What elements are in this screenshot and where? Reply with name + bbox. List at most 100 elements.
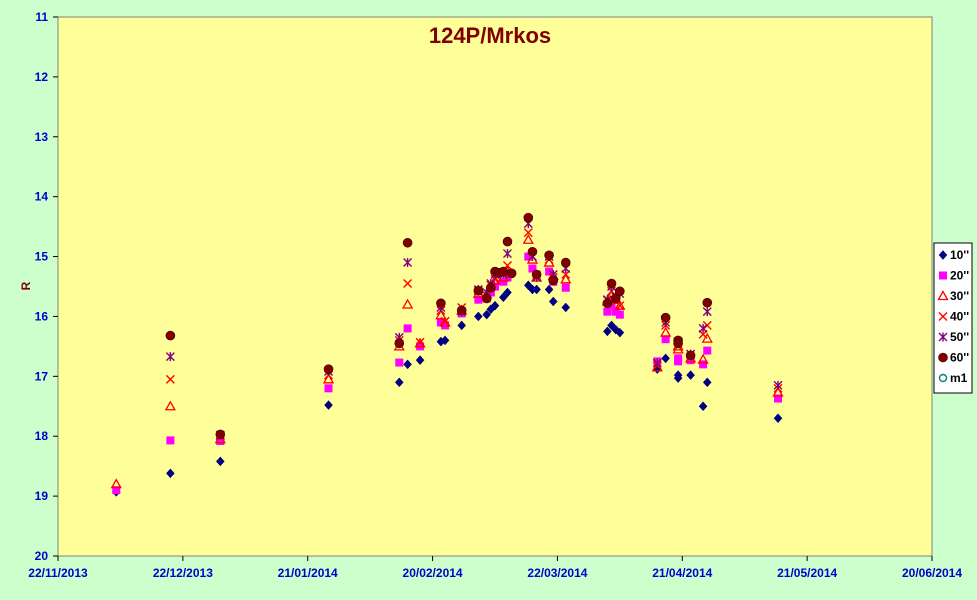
data-point	[215, 456, 225, 467]
y-tick-label: 13	[35, 130, 49, 144]
data-point	[610, 293, 621, 304]
data-point	[440, 316, 450, 326]
data-point	[545, 267, 554, 276]
data-point	[531, 269, 542, 280]
data-point	[660, 312, 671, 323]
data-point	[403, 359, 412, 370]
data-point	[490, 300, 500, 311]
data-point	[166, 436, 175, 445]
data-point	[322, 373, 335, 384]
data-point	[673, 373, 683, 384]
data-point	[702, 320, 712, 330]
data-point	[324, 384, 333, 393]
data-point	[498, 292, 508, 303]
data-point	[560, 273, 572, 284]
data-point	[560, 257, 571, 268]
data-point	[652, 358, 662, 368]
data-point	[474, 295, 483, 304]
legend-marker	[938, 250, 948, 260]
data-point	[457, 320, 467, 331]
data-point	[673, 338, 683, 349]
x-tick-label: 21/05/2014	[777, 566, 837, 580]
x-tick-label: 20/06/2014	[902, 566, 962, 580]
data-point	[415, 355, 425, 366]
legend-box	[933, 242, 973, 394]
data-point	[561, 283, 570, 292]
data-point	[506, 268, 517, 279]
data-point	[403, 324, 412, 333]
data-point	[615, 327, 625, 338]
data-point	[414, 337, 426, 348]
data-point	[473, 285, 484, 296]
legend-marker	[938, 373, 948, 383]
legend-label: 60''	[950, 351, 969, 365]
data-point	[489, 274, 501, 285]
legend-label: 40''	[950, 310, 969, 324]
data-point	[672, 343, 684, 354]
data-point	[523, 228, 533, 238]
data-point	[522, 233, 534, 244]
data-point	[773, 413, 783, 424]
y-tick-label: 16	[35, 309, 49, 323]
data-point	[528, 264, 537, 273]
y-tick-label: 14	[35, 190, 49, 204]
data-point	[166, 468, 175, 479]
data-point	[674, 357, 683, 366]
data-point	[697, 353, 709, 364]
data-point	[773, 380, 783, 390]
data-point	[502, 249, 512, 259]
legend-marker	[938, 332, 948, 342]
data-point	[686, 370, 695, 381]
data-point	[440, 335, 450, 346]
data-point	[474, 311, 483, 322]
data-point	[603, 326, 612, 337]
data-point	[607, 301, 616, 310]
data-point	[702, 377, 712, 388]
y-tick-label: 19	[35, 489, 49, 503]
data-point	[401, 298, 414, 309]
data-point	[703, 346, 712, 355]
data-point	[503, 287, 512, 298]
data-point	[165, 330, 176, 341]
y-tick-label: 20	[35, 549, 49, 563]
data-point	[702, 307, 712, 317]
data-point	[523, 212, 534, 223]
data-point	[685, 350, 696, 361]
y-tick-label: 17	[35, 369, 49, 383]
data-point	[323, 364, 334, 374]
data-point	[215, 429, 226, 440]
data-point	[165, 352, 175, 362]
data-point	[415, 337, 425, 347]
x-tick-label: 21/01/2014	[278, 566, 338, 580]
data-point	[702, 297, 713, 308]
y-tick-label: 18	[35, 429, 49, 443]
data-point	[774, 394, 783, 403]
chart-title: 124P/Mrkos	[429, 23, 551, 48]
data-point	[561, 302, 571, 313]
y-axis: 11 12 13 14 15 16 17 18 19 20	[35, 10, 58, 563]
data-point	[606, 278, 617, 289]
data-point	[499, 277, 508, 286]
data-point	[439, 316, 451, 327]
data-point	[698, 401, 708, 412]
data-point	[395, 358, 404, 367]
data-point	[324, 400, 333, 410]
legend-marker	[937, 290, 949, 301]
y-tick-label: 15	[35, 250, 49, 264]
legend-marker	[938, 352, 948, 363]
data-point	[403, 258, 413, 268]
legend-label: 20''	[950, 269, 969, 283]
y-axis-label: R	[19, 281, 33, 290]
legend: 10'' 20'' 30'' 40'' 50'' 60'' m1	[933, 242, 973, 394]
data-point	[502, 236, 513, 247]
legend-marker	[939, 271, 947, 280]
data-point	[482, 309, 492, 320]
data-point	[503, 273, 512, 282]
y-tick-label: 11	[35, 10, 48, 24]
data-point	[544, 284, 554, 295]
data-point	[394, 338, 405, 349]
data-point	[532, 284, 541, 295]
data-point	[611, 307, 620, 316]
data-point	[772, 386, 784, 397]
